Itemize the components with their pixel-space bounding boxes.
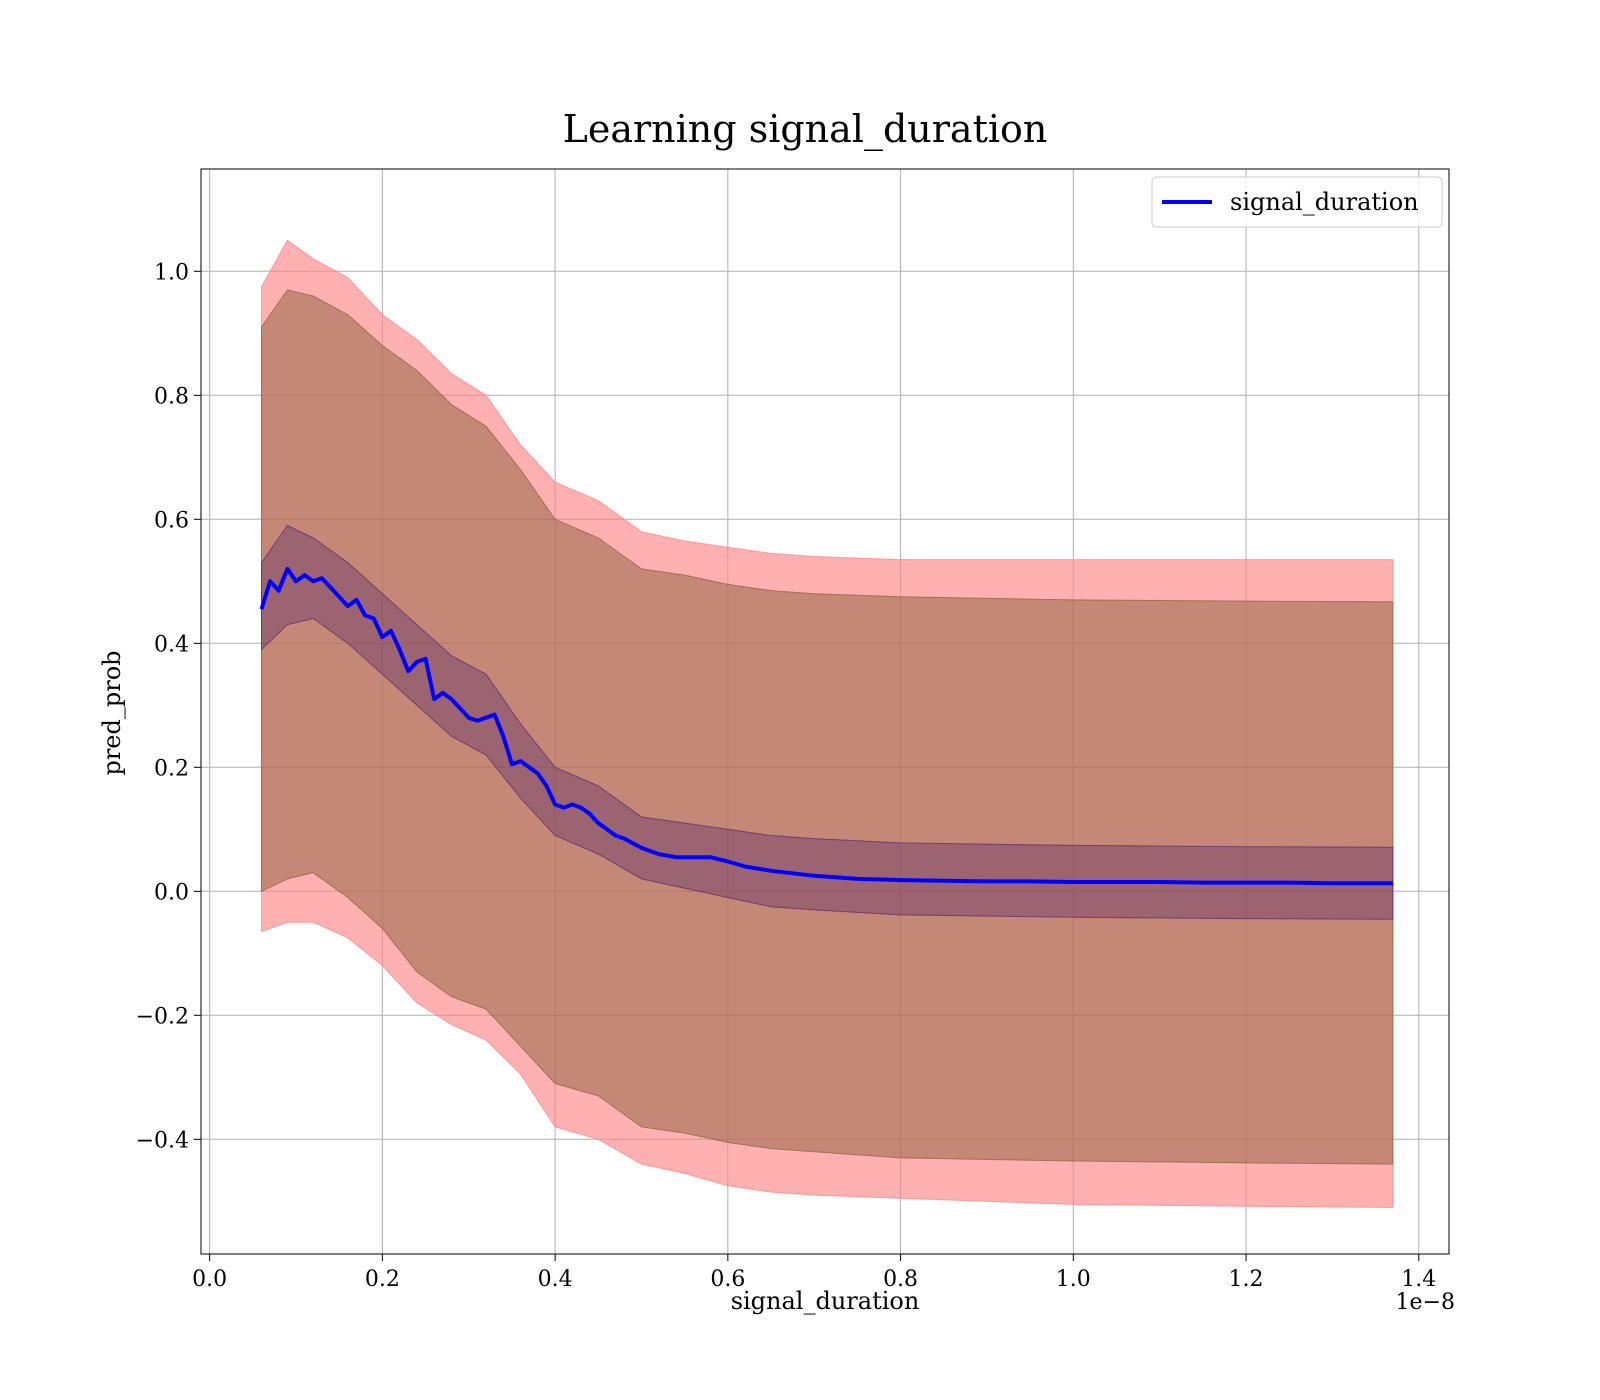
y-tick-label: −0.4 (136, 1128, 189, 1153)
x-tick-label: 0.6 (710, 1267, 745, 1292)
x-axis-offset-label: 1e−8 (1396, 1290, 1455, 1315)
x-tick-label: 1.0 (1056, 1267, 1091, 1292)
plot-frame (200, 168, 1450, 1255)
x-ticks: 0.0 0.2 0.4 0.6 0.8 1.0 1.2 1.4 (192, 1254, 1436, 1292)
middle-confidence-band (261, 289, 1394, 1165)
y-tick-label: 1.0 (154, 260, 189, 285)
y-tick-label: 0.2 (154, 756, 189, 781)
y-ticks: −0.4 −0.2 0.0 0.2 0.4 0.6 0.8 1.0 (136, 260, 201, 1153)
y-tick-label: 0.4 (154, 632, 189, 657)
x-tick-label: 1.2 (1229, 1267, 1264, 1292)
chart-title: Learning signal_duration (563, 107, 1048, 152)
legend-entry-signal-duration: signal_duration (1230, 188, 1419, 216)
x-tick-label: 0.0 (192, 1267, 227, 1292)
y-tick-label: −0.2 (136, 1004, 189, 1029)
legend: signal_duration (1151, 176, 1443, 228)
series-line-signal-duration (259, 566, 1393, 886)
x-tick-label: 0.8 (883, 1267, 918, 1292)
confidence-bands (261, 239, 1394, 1209)
inner-confidence-band (261, 524, 1394, 920)
x-tick-label: 1.4 (1401, 1267, 1436, 1292)
x-axis-label: signal_duration (731, 1287, 920, 1315)
legend-box (1151, 176, 1443, 228)
x-tick-label: 0.2 (365, 1267, 400, 1292)
y-tick-label: 0.6 (154, 508, 189, 533)
y-tick-label: 0.8 (154, 384, 189, 409)
y-tick-label: 0.0 (154, 880, 189, 905)
y-axis-label: pred_prob (98, 650, 126, 775)
x-tick-label: 0.4 (538, 1267, 573, 1292)
series-lines (259, 566, 1393, 886)
